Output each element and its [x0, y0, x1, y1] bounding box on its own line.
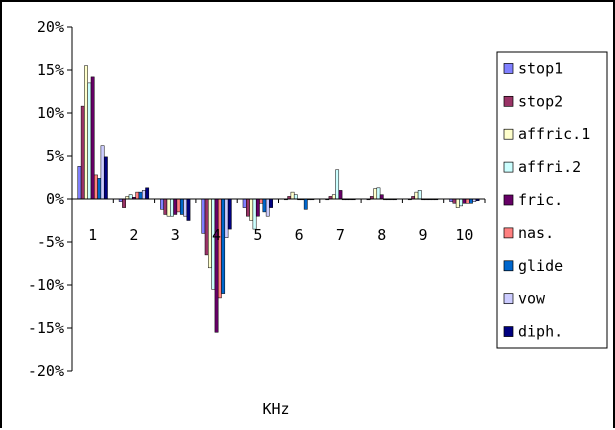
bar-diph-2 [145, 187, 150, 200]
bar-affric-1-1 [84, 65, 88, 200]
x-tick-label: 3 [171, 226, 180, 244]
bar-glide-10 [469, 198, 473, 204]
legend-label: nas. [518, 224, 554, 242]
legend-swatch [503, 260, 514, 272]
x-tick-label: 5 [253, 226, 262, 244]
legend-label: glide [518, 257, 563, 275]
bar-fric-10 [462, 198, 467, 204]
bar-affri-2-2 [128, 194, 133, 200]
bar-nas-1 [94, 174, 98, 200]
bar-stop1-4 [201, 198, 206, 234]
bar-stop1-3 [160, 198, 164, 210]
x-tick-label: 10 [455, 226, 473, 244]
bar-vow-3 [183, 198, 188, 217]
bar-fric-1 [90, 76, 95, 200]
bar-fric-7 [338, 190, 343, 200]
bar-affric-1-5 [249, 198, 254, 221]
bar-fric-5 [255, 198, 260, 217]
x-axis-label: KHz [262, 400, 289, 418]
legend-label: affri.2 [518, 158, 581, 176]
bar-stop2-2 [122, 198, 126, 208]
legend-label: diph. [518, 323, 563, 341]
legend-swatch [503, 326, 514, 337]
bar-affri-2-6 [293, 194, 298, 200]
bar-diph-1 [103, 156, 108, 200]
legend-swatch [503, 63, 514, 74]
legend-swatch [503, 95, 514, 107]
bar-stop2-3 [163, 198, 168, 215]
bar-affri-2-1 [87, 82, 92, 200]
bar-affri-2-10 [459, 198, 463, 207]
bar-affri-2-9 [417, 190, 422, 200]
legend-swatch [503, 161, 514, 173]
bar-affric-1-8 [373, 188, 378, 200]
legend-label: stop2 [518, 92, 563, 110]
y-tick-label: -15% [28, 319, 64, 337]
legend-swatch [503, 293, 514, 305]
legend-swatch [503, 128, 514, 140]
bar-fric-8 [379, 194, 384, 200]
bar-fric-3 [173, 198, 178, 215]
x-tick-label: 1 [88, 226, 97, 244]
legend-label: affric.1 [518, 125, 590, 143]
y-tick-label: -5% [37, 233, 64, 251]
y-tick-label: -10% [28, 276, 64, 294]
bar-nas-3 [176, 198, 181, 213]
bar-diph-4 [227, 198, 232, 230]
legend-label: fric. [518, 191, 563, 209]
bar-affric-1-10 [455, 198, 460, 208]
x-tick-label: 9 [419, 226, 428, 244]
bar-affric-1-9 [414, 191, 419, 200]
legend-label: vow [518, 290, 546, 308]
legend-label: stop1 [518, 59, 563, 77]
y-tick-label: 20% [37, 18, 64, 36]
legend-swatch [503, 227, 514, 239]
bar-affri-2-3 [170, 198, 174, 217]
bar-stop2-5 [246, 198, 250, 217]
bar-affric-1-3 [166, 198, 171, 217]
bar-diph-5 [269, 198, 273, 208]
bar-affri-2-8 [376, 187, 381, 200]
bar-stop1-5 [242, 198, 247, 208]
y-tick-label: 15% [37, 61, 64, 79]
bar-stop1-1 [77, 166, 82, 200]
bar-stop2-1 [80, 105, 85, 200]
bar-diph-3 [186, 198, 191, 221]
bar-glide-2 [138, 191, 143, 200]
x-tick-label: 4 [212, 226, 221, 244]
bar-affri-2-7 [335, 169, 340, 200]
bar-glide-5 [262, 198, 267, 213]
bar-vow-2 [141, 190, 146, 200]
x-tick-label: 8 [377, 226, 386, 244]
x-tick-label: 2 [129, 226, 138, 244]
x-tick-label: 7 [336, 226, 345, 244]
bar-affric-1-7 [331, 194, 336, 200]
legend: stop1 stop2 affric.1 affri.2 fric. nas. glide v… [496, 51, 608, 349]
bar-vow-1 [100, 145, 105, 200]
bar-nas-2 [135, 191, 140, 200]
bar-affric-1-6 [290, 191, 295, 200]
bar-fric-4 [214, 198, 219, 333]
bar-glide-1 [97, 178, 102, 200]
legend-swatch [503, 194, 514, 206]
bar-nas-4 [217, 198, 222, 299]
bar-nas-5 [259, 198, 264, 204]
y-tick-label: -20% [28, 362, 64, 380]
bar-vow-4 [224, 198, 229, 238]
y-tick-label: 10% [37, 104, 64, 122]
bar-vow-5 [265, 198, 270, 217]
bar-nas-10 [465, 198, 470, 204]
y-tick-label: 0% [46, 190, 64, 208]
y-tick-label: 5% [46, 147, 64, 165]
bar-stop2-4 [204, 198, 209, 256]
bar-affri-2-4 [211, 198, 216, 290]
bar-glide-6 [303, 198, 308, 210]
x-tick-label: 6 [295, 226, 304, 244]
bar-stop2-10 [452, 198, 457, 204]
bar-glide-3 [179, 198, 184, 215]
legend-box [496, 51, 608, 349]
bar-affri-2-5 [252, 198, 257, 230]
bar-glide-4 [221, 198, 226, 294]
